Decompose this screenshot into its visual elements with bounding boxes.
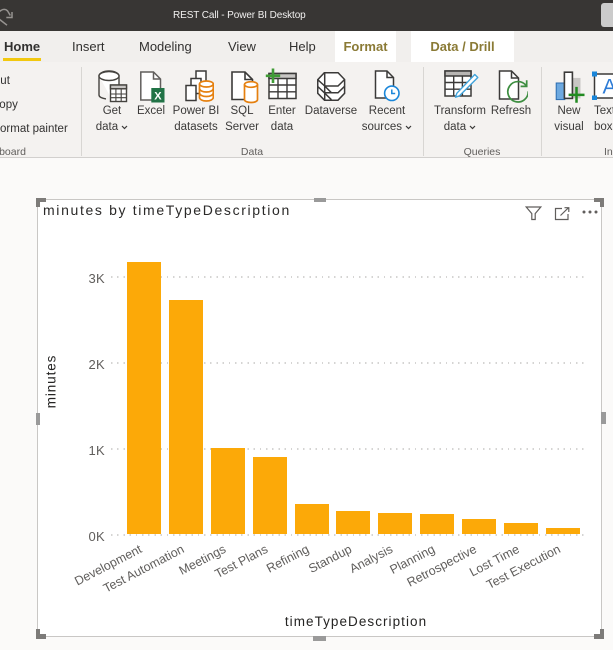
svg-text:X: X: [154, 90, 162, 102]
svg-text:A: A: [602, 76, 613, 99]
